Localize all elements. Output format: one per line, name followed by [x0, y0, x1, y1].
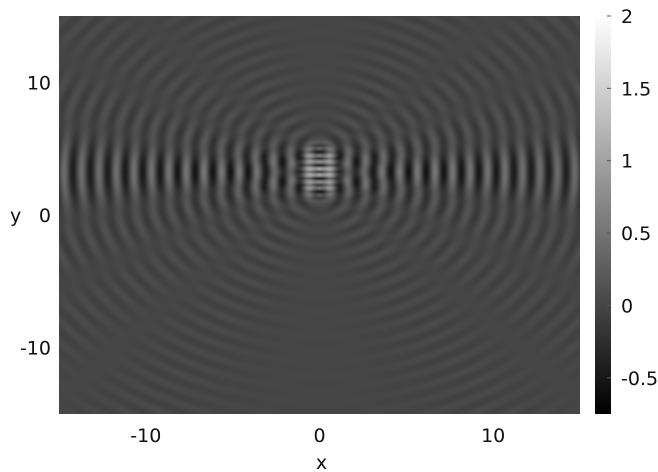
colorbar-gradient — [595, 16, 611, 414]
colorbar-tick-label: -0.5 — [621, 368, 658, 390]
colorbar-tick-label: 0.5 — [621, 223, 651, 245]
y-tick-label: 0 — [39, 205, 51, 227]
y-tick-label: -10 — [20, 338, 51, 360]
heatmap-image — [59, 16, 580, 414]
plot-area — [59, 16, 580, 414]
colorbar: 2 1.5 1 0.5 0 -0.5 — [595, 6, 658, 414]
x-tick-label: 0 — [313, 425, 325, 447]
axes: -10 0 10 10 0 -10 x y — [10, 72, 505, 472]
x-tick-label: -10 — [130, 425, 161, 447]
x-axis-label: x — [316, 452, 327, 472]
y-axis-label: y — [10, 205, 21, 227]
colorbar-tick-label: 2 — [621, 6, 633, 28]
colorbar-tick-label: 0 — [621, 295, 633, 317]
y-tick-label: 10 — [27, 72, 51, 94]
colorbar-tick-label: 1.5 — [621, 78, 651, 100]
colorbar-tick-label: 1 — [621, 151, 633, 173]
x-tick-label: 10 — [481, 425, 505, 447]
